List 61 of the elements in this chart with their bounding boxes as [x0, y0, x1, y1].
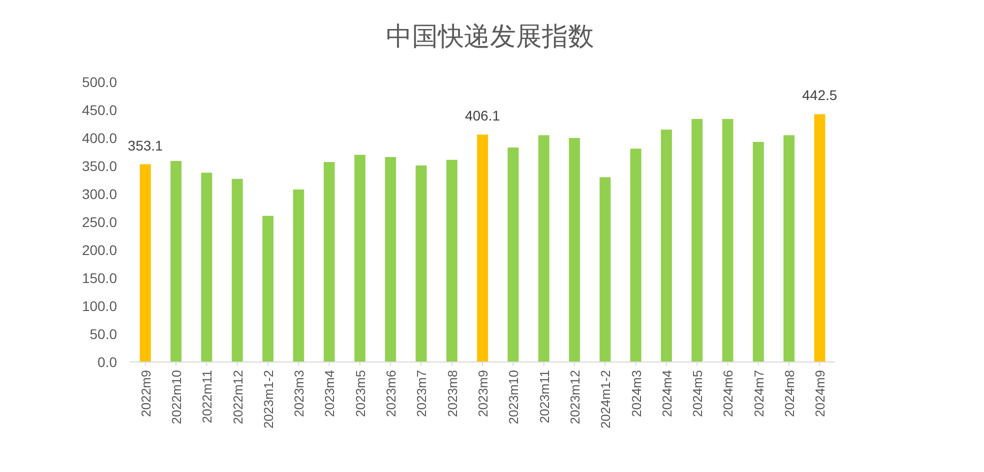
x-tick-label: 2024m8: [782, 370, 798, 417]
bar: [692, 118, 703, 362]
y-tick-label: 350.0: [82, 158, 118, 174]
y-tick-label: 450.0: [82, 102, 118, 118]
x-tick-label: 2023m9: [476, 370, 490, 417]
bar: [446, 160, 458, 362]
x-tick-label: 2024m3: [628, 370, 644, 417]
x-tick-label: 2023m12: [567, 370, 582, 424]
bar: [814, 114, 826, 362]
bar: [508, 148, 519, 362]
x-tick-label: 2022m11: [200, 370, 215, 424]
bar: [232, 178, 243, 362]
y-tick-label: 300.0: [82, 186, 118, 202]
bar: [568, 138, 580, 362]
y-tick-label: 500.0: [82, 74, 118, 90]
x-tick-label: 2023m3: [292, 370, 307, 417]
x-tick-label: 2023m11: [536, 370, 552, 424]
bar: [324, 162, 335, 362]
bar: [660, 130, 672, 362]
bar: [538, 135, 550, 362]
bar: [784, 135, 795, 362]
x-tick-label: 2022m9: [138, 370, 154, 417]
bar: [416, 165, 427, 362]
bar: [385, 157, 396, 362]
bar: [140, 164, 151, 362]
y-tick-label: 50.0: [90, 326, 118, 342]
bar: [293, 190, 304, 362]
chart-title: 中国快递发展指数: [386, 21, 594, 51]
x-tick-label: 2024m5: [690, 370, 706, 417]
x-tick-label: 2023m1-2: [260, 370, 276, 429]
x-tick-label: 2023m10: [506, 370, 522, 424]
x-tick-label: 2023m7: [414, 370, 430, 417]
y-tick-label: 400.0: [82, 130, 118, 146]
bar: [752, 142, 764, 362]
x-tick-label: 2023m6: [384, 370, 399, 417]
x-tick-label: 2024m7: [751, 370, 766, 417]
y-tick-label: 150.0: [82, 270, 118, 286]
x-tick-label: 2024m9: [812, 370, 828, 417]
bar: [600, 177, 611, 362]
bar: [170, 160, 182, 362]
data-label: 442.5: [802, 87, 838, 104]
bar: [201, 172, 212, 362]
x-tick-label: 2023m8: [444, 370, 460, 417]
bar: [354, 154, 366, 362]
x-tick-label: 2022m12: [230, 370, 246, 424]
bar: [476, 134, 488, 362]
y-tick-label: 100.0: [82, 298, 118, 314]
data-label: 406.1: [464, 108, 500, 124]
x-tick-label: 2023m5: [352, 370, 368, 417]
x-tick-label: 2023m4: [322, 370, 338, 417]
x-tick-label: 2024m6: [720, 370, 736, 417]
x-tick-label: 2024m4: [659, 370, 674, 417]
bar: [630, 148, 642, 362]
y-tick-label: 250.0: [82, 214, 118, 230]
y-tick-label: 0.0: [98, 354, 118, 370]
data-label: 353.1: [128, 137, 164, 154]
x-tick-label: 2024m1-2: [598, 370, 614, 429]
bar: [262, 216, 274, 362]
bar: [722, 118, 734, 362]
y-tick-label: 200.0: [82, 242, 118, 258]
x-tick-label: 2022m10: [168, 370, 184, 424]
